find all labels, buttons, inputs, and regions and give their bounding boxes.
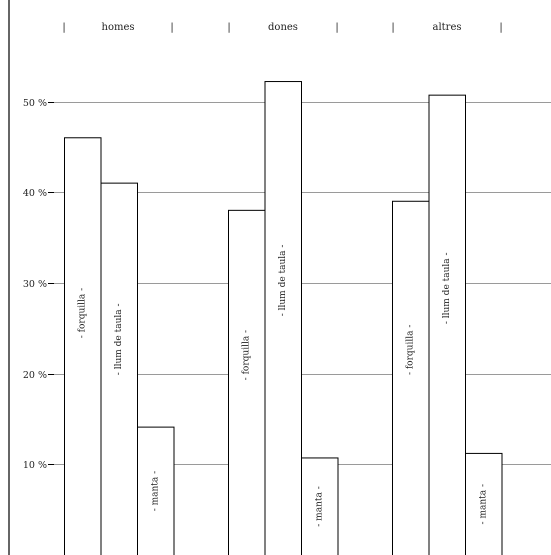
group-separator-right: | (170, 22, 173, 33)
y-tick-label-10: 10 % (23, 460, 47, 471)
group-separator-right: | (499, 22, 502, 33)
y-axis: 10 % 20 % 30 % 40 % 50 % (8, 0, 54, 555)
bar-label-homes-llum-de-taula: - llum de taula - (114, 303, 124, 375)
bar-label-altres-manta: - manta - (479, 484, 489, 524)
y-tick-label-40: 40 % (23, 188, 47, 199)
bar-label-homes-forquilla: - forquilla - (78, 288, 88, 338)
bar-dones-manta (301, 457, 339, 555)
bars (64, 81, 503, 555)
bar-dones-llum-de-taula (264, 81, 302, 555)
bar-altres-llum-de-taula (428, 94, 466, 555)
group-header-homes: homes (102, 22, 135, 33)
bar-altres-forquilla (392, 200, 430, 555)
group-header-dones: dones (268, 22, 298, 33)
bar-homes-llum-de-taula (100, 182, 138, 555)
group-separator-right: | (335, 22, 338, 33)
bar-label-homes-manta: - manta - (151, 471, 161, 511)
bar-label-dones-manta: - manta - (315, 486, 325, 526)
y-tick-label-30: 30 % (23, 279, 47, 290)
group-headers: | | homes | | dones | | altres (62, 22, 502, 33)
group-separator-left: | (227, 22, 230, 33)
bar-label-altres-forquilla: - forquilla - (406, 325, 416, 375)
bar-homes-forquilla (64, 137, 102, 555)
bar-dones-forquilla (228, 209, 266, 555)
bar-altres-manta (465, 452, 503, 555)
bar-label-dones-forquilla: - forquilla - (242, 330, 252, 380)
group-separator-left: | (391, 22, 394, 33)
bar-homes-manta (137, 426, 175, 555)
bar-label-altres-llum-de-taula: - llum de taula - (442, 252, 452, 324)
y-tick-label-50: 50 % (23, 98, 47, 109)
y-tick-label-20: 20 % (23, 370, 47, 381)
group-separator-left: | (62, 22, 65, 33)
bar-label-dones-llum-de-taula: - llum de taula - (278, 245, 288, 317)
group-header-altres: altres (432, 22, 461, 33)
bar-labels: - forquilla - - llum de taula - - manta - -… (78, 245, 489, 527)
